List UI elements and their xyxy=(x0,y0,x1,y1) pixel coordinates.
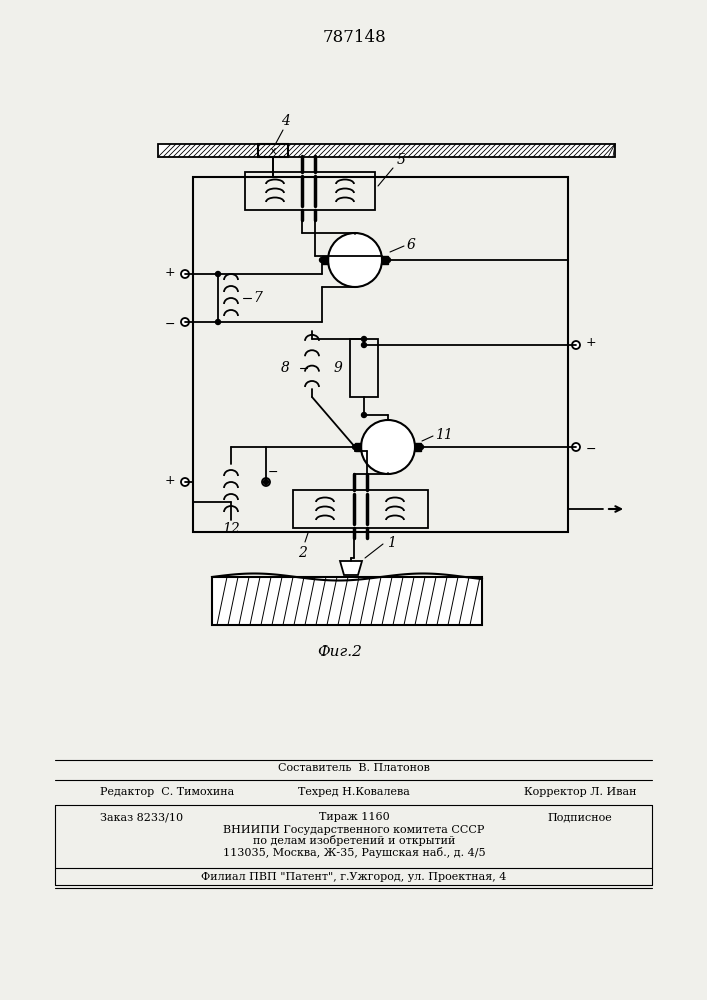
Bar xyxy=(415,443,421,451)
Bar xyxy=(350,339,378,397)
Text: Подписное: Подписное xyxy=(548,812,612,822)
Text: −: − xyxy=(268,466,279,479)
Circle shape xyxy=(216,320,221,324)
Circle shape xyxy=(328,233,382,287)
Text: по делам изобретений и открытий: по делам изобретений и открытий xyxy=(253,836,455,846)
Circle shape xyxy=(181,478,189,486)
Text: −: − xyxy=(165,318,175,330)
Bar xyxy=(193,177,568,532)
Bar xyxy=(245,172,375,210)
Circle shape xyxy=(385,257,390,262)
Bar xyxy=(355,443,361,451)
Circle shape xyxy=(361,412,366,418)
Circle shape xyxy=(572,443,580,451)
Text: Редактор  С. Тимохина: Редактор С. Тимохина xyxy=(100,787,234,797)
Polygon shape xyxy=(340,561,362,575)
Text: −: − xyxy=(586,442,597,456)
Circle shape xyxy=(181,270,189,278)
Circle shape xyxy=(216,271,221,276)
Circle shape xyxy=(361,342,366,348)
Text: Заказ 8233/10: Заказ 8233/10 xyxy=(100,812,183,822)
Text: Составитель  В. Платонов: Составитель В. Платонов xyxy=(278,763,430,773)
Bar xyxy=(258,144,288,157)
Text: 8: 8 xyxy=(281,361,290,375)
Text: 11: 11 xyxy=(435,428,452,442)
Bar xyxy=(212,577,482,625)
Text: Фиг.2: Фиг.2 xyxy=(317,645,363,659)
Text: Филиал ПВП "Патент", г.Ужгород, ул. Проектная, 4: Филиал ПВП "Патент", г.Ужгород, ул. Прое… xyxy=(201,872,507,882)
Text: 113035, Москва, Ж-35, Раушская наб., д. 4/5: 113035, Москва, Ж-35, Раушская наб., д. … xyxy=(223,846,485,857)
Text: +: + xyxy=(164,474,175,487)
Text: 12: 12 xyxy=(222,522,240,536)
Circle shape xyxy=(262,478,270,486)
Circle shape xyxy=(361,336,366,342)
Circle shape xyxy=(181,318,189,326)
Text: Корректор Л. Иван: Корректор Л. Иван xyxy=(524,787,636,797)
Text: 1: 1 xyxy=(387,536,396,550)
Text: 4: 4 xyxy=(281,114,289,128)
Bar xyxy=(158,144,615,157)
Text: +: + xyxy=(586,336,597,350)
Text: 5: 5 xyxy=(397,153,406,167)
Text: 6: 6 xyxy=(407,238,416,252)
Circle shape xyxy=(353,444,358,450)
Text: 2: 2 xyxy=(298,546,308,560)
Circle shape xyxy=(264,480,269,485)
Text: +: + xyxy=(164,265,175,278)
Text: 7: 7 xyxy=(253,291,262,305)
Text: 787148: 787148 xyxy=(322,29,386,46)
Text: x: x xyxy=(269,145,276,155)
Circle shape xyxy=(320,257,325,262)
Bar xyxy=(382,256,388,264)
Circle shape xyxy=(572,341,580,349)
Text: 9: 9 xyxy=(333,361,342,375)
Text: ВНИИПИ Государственного комитета СССР: ВНИИПИ Государственного комитета СССР xyxy=(223,825,485,835)
Circle shape xyxy=(361,420,415,474)
Circle shape xyxy=(419,444,423,450)
Bar xyxy=(322,256,328,264)
Bar xyxy=(293,490,428,528)
Text: Техред Н.Ковалева: Техред Н.Ковалева xyxy=(298,787,410,797)
Text: Тираж 1160: Тираж 1160 xyxy=(319,812,390,822)
